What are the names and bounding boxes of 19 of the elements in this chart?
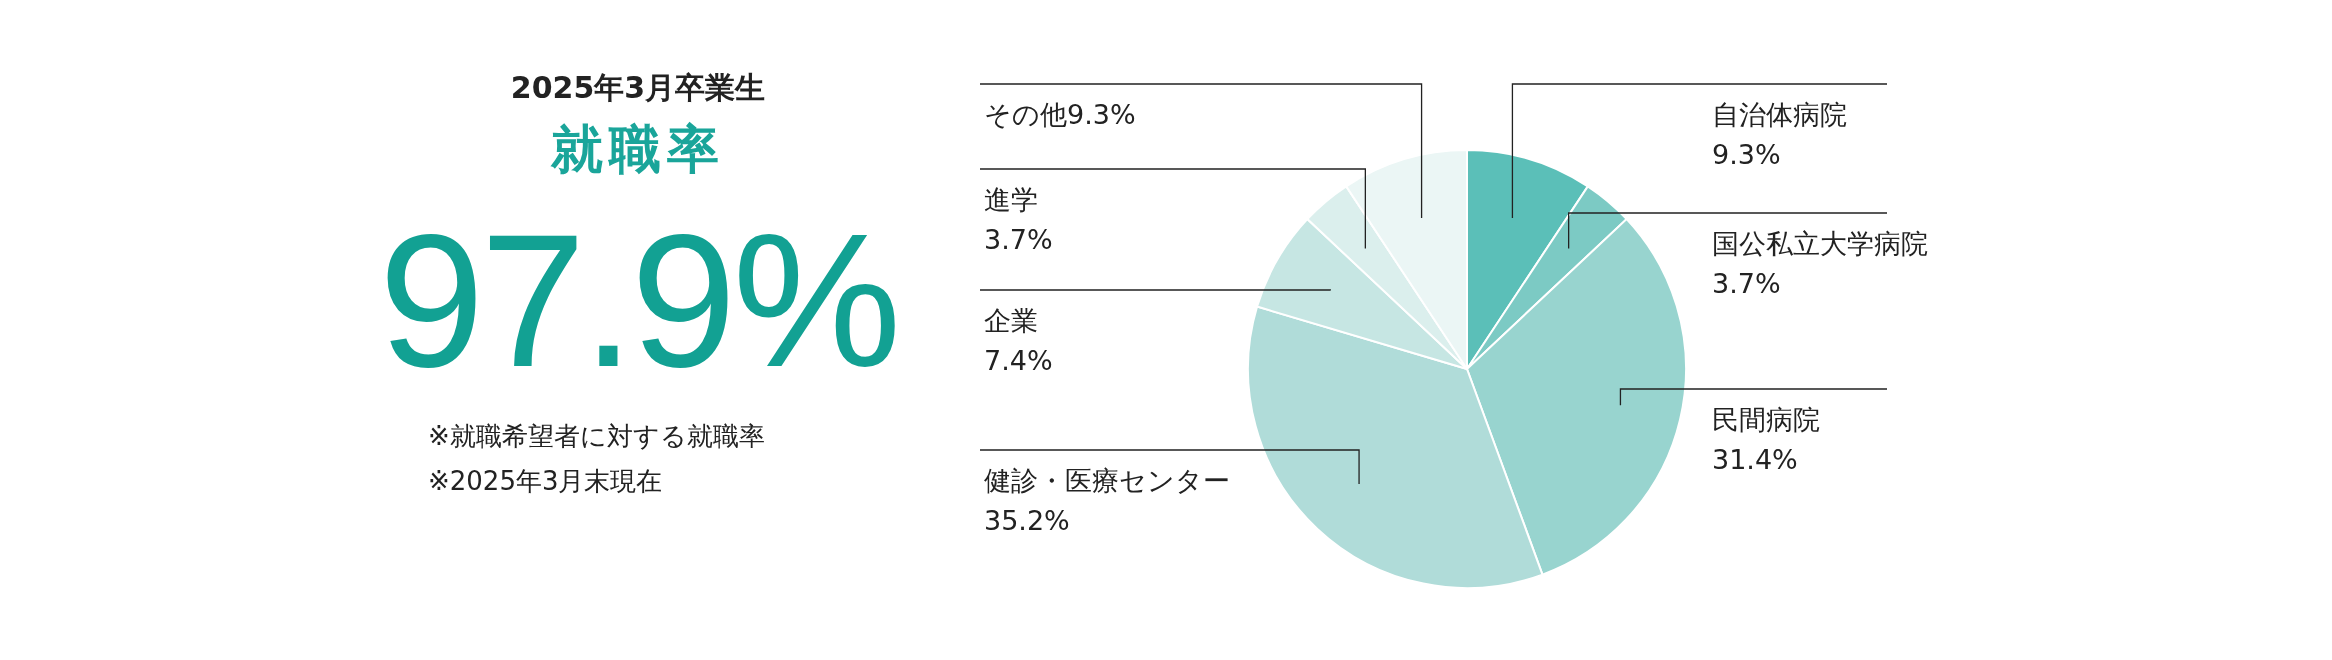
- data-label: 9.3%: [1067, 99, 1136, 130]
- slice-label: 企業: [984, 305, 1038, 336]
- slice-label: 自治体病院: [1712, 99, 1847, 130]
- data-label: 31.4%: [1712, 444, 1798, 475]
- data-label: 35.2%: [984, 505, 1070, 536]
- slice-label: その他: [984, 99, 1067, 130]
- text: 97.9%: [377, 193, 899, 408]
- text: ※2025年3月末現在: [428, 465, 664, 498]
- slice-label: 民間病院: [1712, 404, 1820, 435]
- slice-label: 健診・医療センター: [984, 465, 1230, 496]
- slice-label: 国公私立大学病院: [1712, 228, 1928, 259]
- text: 就職率: [550, 118, 726, 181]
- data-label: 3.7%: [984, 224, 1053, 255]
- data-label: 7.4%: [984, 345, 1053, 376]
- slice-label: 進学: [984, 184, 1038, 215]
- text: 2025年3月卒業生: [509, 69, 767, 107]
- data-label: 9.3%: [1712, 139, 1781, 170]
- text: ※就職希望者に対する就職率: [428, 420, 766, 453]
- data-label: 3.7%: [1712, 268, 1781, 299]
